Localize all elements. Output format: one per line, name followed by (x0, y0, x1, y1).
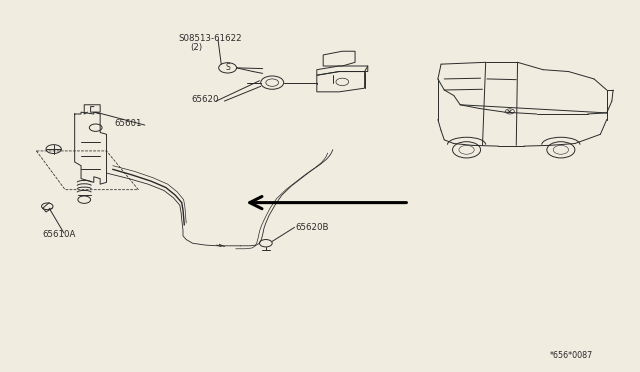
Text: 65620B: 65620B (296, 223, 330, 232)
Text: 65601: 65601 (115, 119, 142, 128)
Text: (2): (2) (191, 43, 203, 52)
Text: 65610A: 65610A (43, 230, 76, 239)
Text: S: S (225, 63, 230, 72)
Text: *656*0087: *656*0087 (549, 351, 593, 360)
Text: S08513-61622: S08513-61622 (178, 34, 241, 43)
Text: 65620: 65620 (191, 96, 219, 105)
